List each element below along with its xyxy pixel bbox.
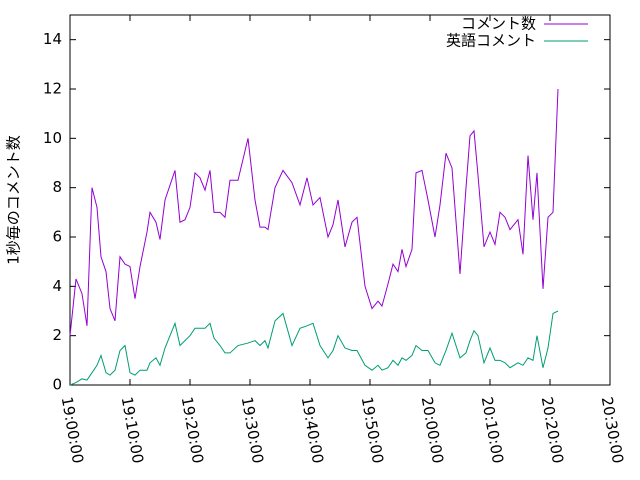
x-tick-label: 19:10:00 bbox=[118, 395, 147, 464]
y-tick-label: 14 bbox=[43, 30, 62, 48]
y-tick-label: 8 bbox=[52, 178, 62, 196]
y-tick-label: 4 bbox=[52, 277, 62, 295]
y-tick-label: 2 bbox=[52, 326, 62, 344]
x-tick-label: 19:30:00 bbox=[238, 395, 267, 464]
plot-frame bbox=[69, 14, 611, 386]
y-tick-label: 10 bbox=[43, 129, 62, 147]
legend-label: コメント数 bbox=[461, 15, 536, 33]
x-tick-label: 19:20:00 bbox=[178, 395, 207, 464]
data-line bbox=[69, 310, 559, 386]
x-tick-label: 19:00:00 bbox=[58, 395, 87, 464]
x-tick-label: 20:20:00 bbox=[538, 395, 567, 464]
y-tick-label: 6 bbox=[52, 228, 62, 246]
x-tick-label: 20:00:00 bbox=[418, 395, 447, 464]
y-axis-label: 1秒毎のコメント数 bbox=[5, 135, 23, 265]
x-tick-label: 20:10:00 bbox=[478, 395, 507, 464]
x-tick-label: 19:40:00 bbox=[298, 395, 327, 464]
x-tick-label: 19:50:00 bbox=[358, 395, 387, 464]
y-tick-label: 0 bbox=[52, 376, 62, 394]
data-line bbox=[69, 88, 559, 336]
y-tick-label: 12 bbox=[43, 80, 62, 98]
legend-label: 英語コメント bbox=[446, 32, 536, 50]
x-tick-label: 20:30:00 bbox=[598, 395, 627, 464]
